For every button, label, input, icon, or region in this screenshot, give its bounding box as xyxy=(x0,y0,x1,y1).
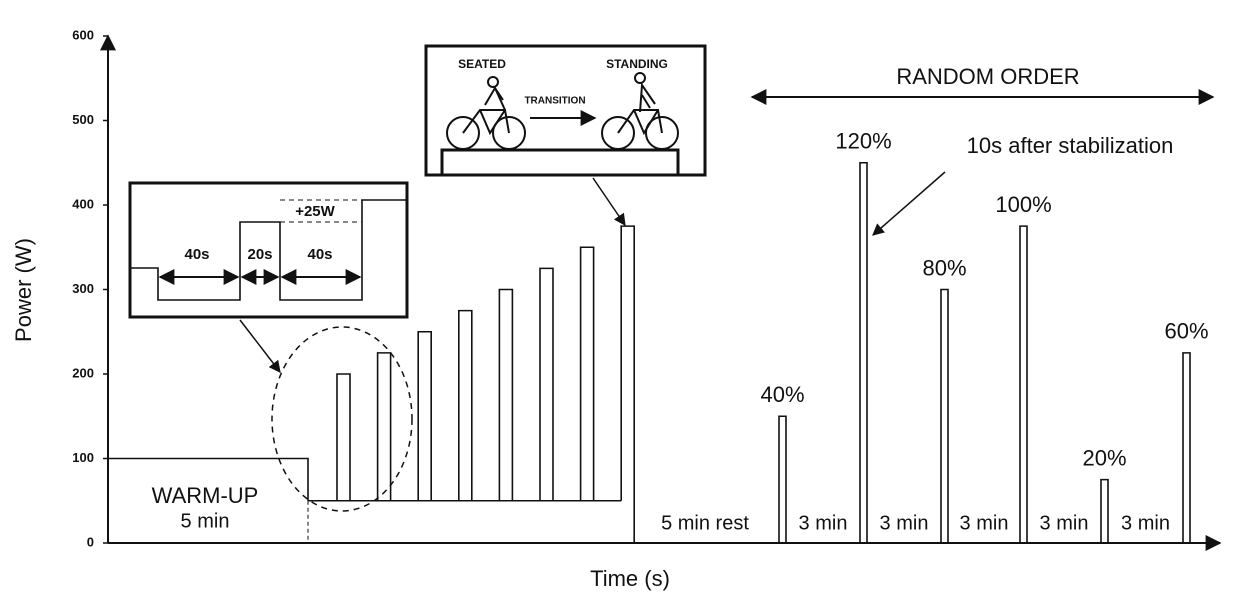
interval-label: 3 min xyxy=(1040,512,1089,534)
ramp-pulse xyxy=(620,225,635,543)
y-tick-label: 200 xyxy=(72,365,94,380)
inset-label: 40s xyxy=(307,246,332,263)
bout-label: 60% xyxy=(1164,319,1208,344)
bout-pulse xyxy=(940,288,949,543)
platform xyxy=(440,148,680,177)
inset-label: 40s xyxy=(184,246,209,263)
interval-label: 3 min xyxy=(880,512,929,534)
bout-label: 100% xyxy=(995,192,1051,217)
ramp-pulse xyxy=(498,288,514,501)
x-axis-label: Time (s) xyxy=(590,566,670,591)
inset-waveform xyxy=(130,199,407,301)
bout-label: 40% xyxy=(760,382,804,407)
ramp-pulse xyxy=(458,309,473,501)
inset-bike: SEATED TRANSITION STANDING xyxy=(424,44,707,177)
pointer xyxy=(592,177,626,226)
bike-seated xyxy=(446,76,526,150)
warmup-level xyxy=(108,457,309,501)
warmup-label: WARM-UP xyxy=(152,483,259,508)
bike-standing xyxy=(601,72,679,150)
inset-label: TRANSITION xyxy=(524,96,585,107)
inset-label: SEATED xyxy=(458,57,506,71)
inset-label: +25W xyxy=(295,203,335,220)
y-tick-label: 600 xyxy=(72,27,94,42)
bout-label: 20% xyxy=(1082,445,1126,470)
y-tick-label: 300 xyxy=(72,281,94,296)
y-axis-label: Power (W) xyxy=(11,238,36,342)
annotation: 10s after stabilization xyxy=(967,133,1174,158)
bout-pulse xyxy=(778,415,787,543)
ramp-pulse xyxy=(417,330,432,501)
y-tick-label: 0 xyxy=(87,534,94,549)
ramp-pulse xyxy=(539,267,554,501)
bout-pulse xyxy=(859,161,868,543)
bout-label: 80% xyxy=(922,255,966,280)
random-label: RANDOM ORDER xyxy=(896,64,1079,89)
y-tick-label: 400 xyxy=(72,196,94,211)
ramp-pulse xyxy=(579,246,595,501)
annotation-arrow xyxy=(872,171,946,236)
bout-pulse xyxy=(1100,478,1109,543)
interval-label: 3 min xyxy=(799,512,848,534)
ramp-pulse xyxy=(376,352,392,501)
inset-label: 20s xyxy=(247,246,272,263)
rest-label: 5 min rest xyxy=(661,512,749,534)
bout-pulse xyxy=(1182,352,1191,543)
y-tick-label: 100 xyxy=(72,450,94,465)
bout-pulse xyxy=(1019,225,1028,543)
ramp-pulse xyxy=(336,373,351,501)
inset-steps: 40s 20s 40s +25W xyxy=(128,181,409,319)
pointer xyxy=(239,319,281,373)
warmup-duration: 5 min xyxy=(181,510,230,532)
inset-guide xyxy=(280,199,362,223)
y-tick-label: 500 xyxy=(72,112,94,127)
highlight-ellipse xyxy=(271,326,413,512)
bout-label: 120% xyxy=(835,129,891,154)
inset-box xyxy=(128,181,409,319)
interval-label: 3 min xyxy=(1121,512,1170,534)
inset-label: STANDING xyxy=(606,57,668,71)
interval-label: 3 min xyxy=(960,512,1009,534)
